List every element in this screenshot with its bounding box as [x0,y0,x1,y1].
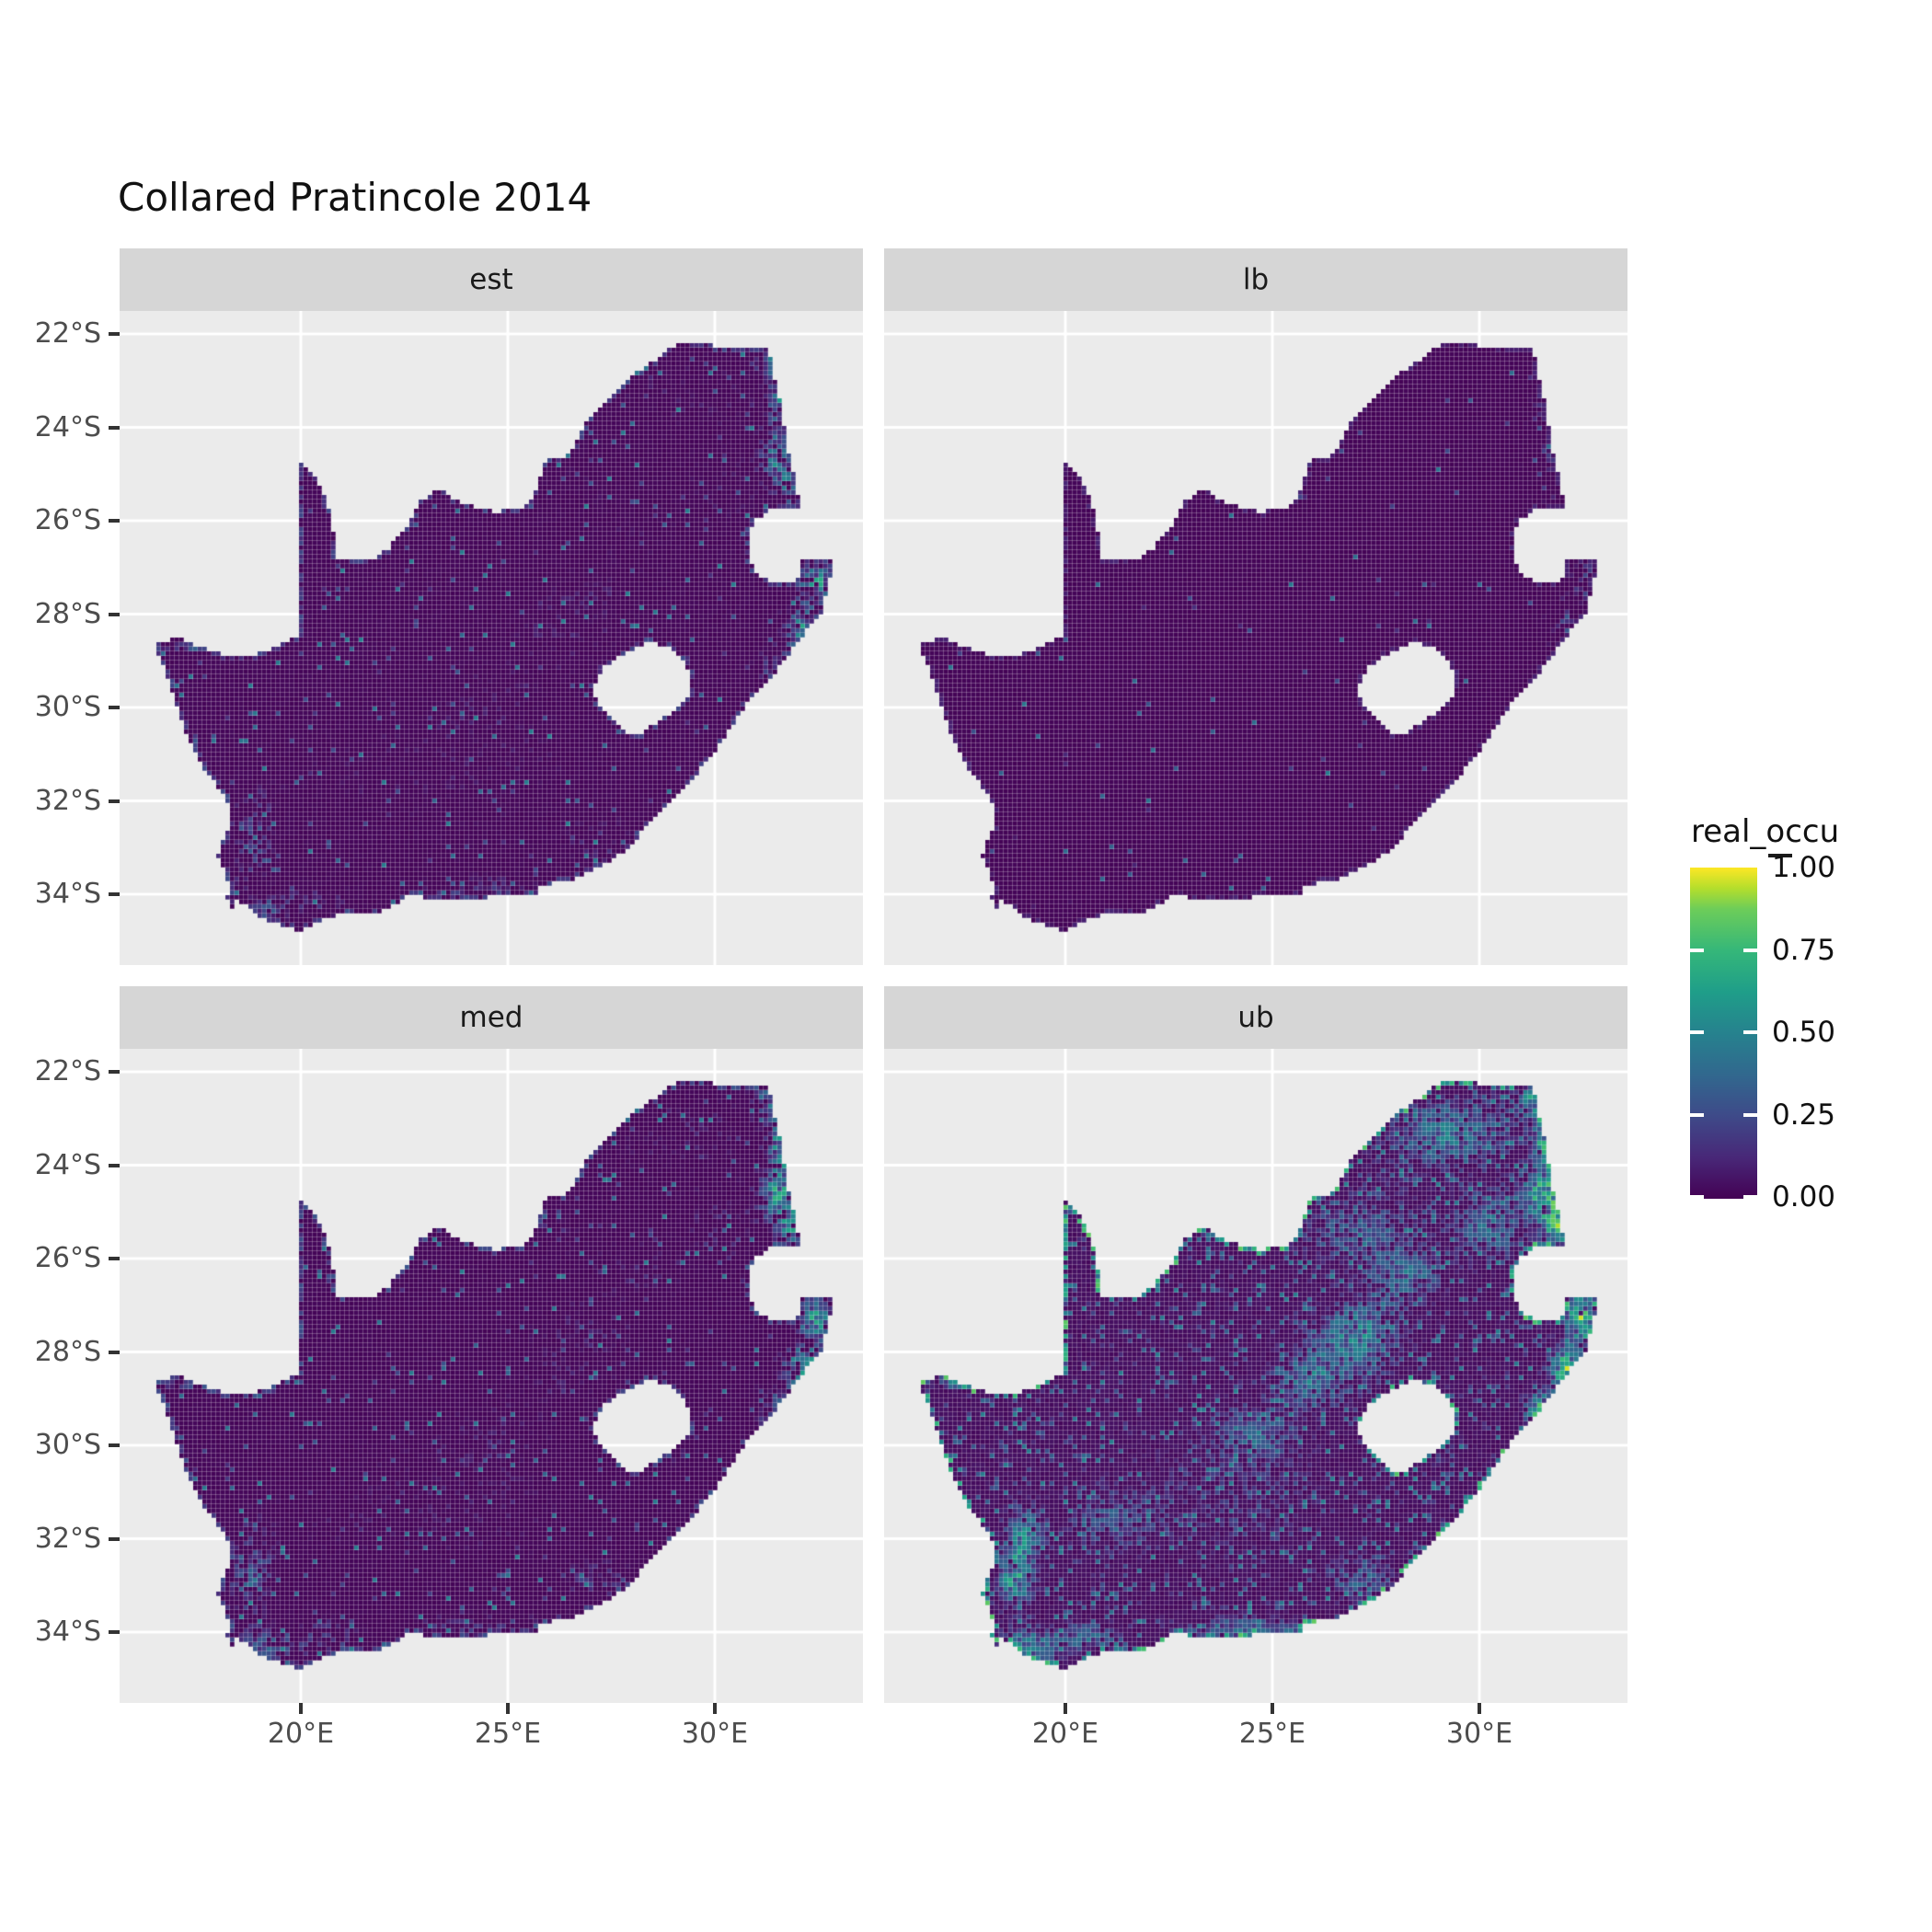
legend-tick-mark [1743,1112,1757,1117]
y-axis-tick [109,799,120,803]
legend-tick-label: 0.00 [1772,1180,1836,1213]
x-axis-tick [713,1703,717,1714]
facet-strip-label: med [459,1001,523,1034]
x-axis-label: 20°E [1031,1718,1099,1750]
y-axis-label: 26°S [34,504,101,536]
y-axis-label: 24°S [34,1148,101,1181]
y-axis-tick [109,612,120,616]
legend-tick-mark [1690,1112,1704,1117]
y-axis-label: 28°S [34,597,101,630]
facet-strip-ub: ub [884,986,1627,1049]
legend-tick-mark [1743,1195,1757,1199]
y-axis-tick [109,892,120,896]
y-axis-label: 28°S [34,1335,101,1368]
y-axis-tick [109,1070,120,1074]
y-axis-tick [109,1443,120,1447]
y-axis-tick [109,519,120,523]
y-axis-tick [109,706,120,709]
legend-tick-mark [1743,948,1757,952]
plot-title: Collared Pratincole 2014 [118,175,592,220]
legend-tick-mark [1743,1030,1757,1034]
x-axis-label: 30°E [681,1718,749,1750]
x-axis-tick [299,1703,303,1714]
x-axis-tick [1478,1703,1481,1714]
y-axis-label: 32°S [34,1522,101,1555]
y-axis-label: 34°S [34,1616,101,1648]
facet-strip-est: est [120,248,863,311]
y-axis-label: 30°S [34,1429,101,1461]
facet-strip-med: med [120,986,863,1049]
y-axis-tick [109,425,120,430]
map-panel-est [120,311,863,965]
legend-tick-label: 0.75 [1772,933,1836,967]
legend-tick-label: 0.50 [1772,1016,1836,1049]
y-axis-tick [109,1630,120,1634]
x-axis-tick [1271,1703,1274,1714]
y-axis-label: 26°S [34,1242,101,1274]
y-axis-label: 34°S [34,878,101,910]
y-axis-label: 24°S [34,410,101,443]
y-axis-label: 32°S [34,784,101,817]
map-panel-lb [884,311,1627,965]
legend-title: real_occu [1691,813,1840,850]
map-panel-ub [884,1049,1627,1703]
x-axis-label: 20°E [267,1718,335,1750]
y-axis-label: 22°S [34,317,101,350]
legend-tick-mark [1690,948,1704,952]
y-axis-label: 22°S [34,1055,101,1087]
y-axis-tick [109,1257,120,1260]
map-panel-med [120,1049,863,1703]
x-axis-tick [506,1703,510,1714]
x-axis-label: 25°E [1238,1718,1306,1750]
legend-tick-mark [1690,1030,1704,1034]
legend-tick-label: 0.25 [1772,1098,1836,1132]
legend-tick-label: 1.00 [1772,851,1836,884]
y-axis-tick [109,1163,120,1167]
y-axis-label: 30°S [34,691,101,723]
y-axis-tick [109,1536,120,1541]
facet-strip-label: est [469,263,513,296]
y-axis-tick [109,332,120,336]
facet-strip-label: lb [1242,263,1270,296]
legend-top-tick [1768,854,1792,857]
x-axis-label: 25°E [474,1718,542,1750]
legend-tick-mark [1690,1195,1704,1199]
x-axis-tick [1064,1703,1067,1714]
x-axis-label: 30°E [1445,1718,1513,1750]
facet-strip-lb: lb [884,248,1627,311]
y-axis-tick [109,1350,120,1354]
facet-strip-label: ub [1237,1001,1274,1034]
